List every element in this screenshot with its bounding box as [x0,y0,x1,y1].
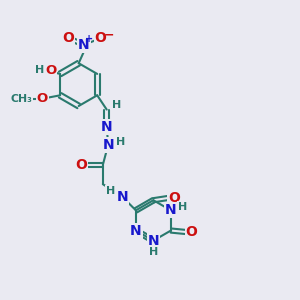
Text: N: N [148,234,159,248]
Text: H: H [112,100,121,110]
Text: O: O [45,64,56,77]
Text: H: H [35,65,44,75]
Text: H: H [149,247,158,257]
Text: N: N [130,224,142,238]
Text: +: + [85,34,93,44]
Text: CH₃: CH₃ [11,94,32,104]
Text: H: H [116,137,125,147]
Text: N: N [78,38,90,52]
Text: O: O [63,31,74,45]
Text: O: O [168,191,180,205]
Text: N: N [101,120,112,134]
Text: N: N [102,138,114,152]
Text: N: N [116,190,128,204]
Text: H: H [106,186,116,196]
Text: O: O [186,225,198,239]
Text: O: O [95,31,106,45]
Text: O: O [76,158,87,172]
Text: O: O [37,92,48,105]
Text: −: − [104,28,114,41]
Text: N: N [165,203,177,217]
Text: H: H [178,202,187,212]
